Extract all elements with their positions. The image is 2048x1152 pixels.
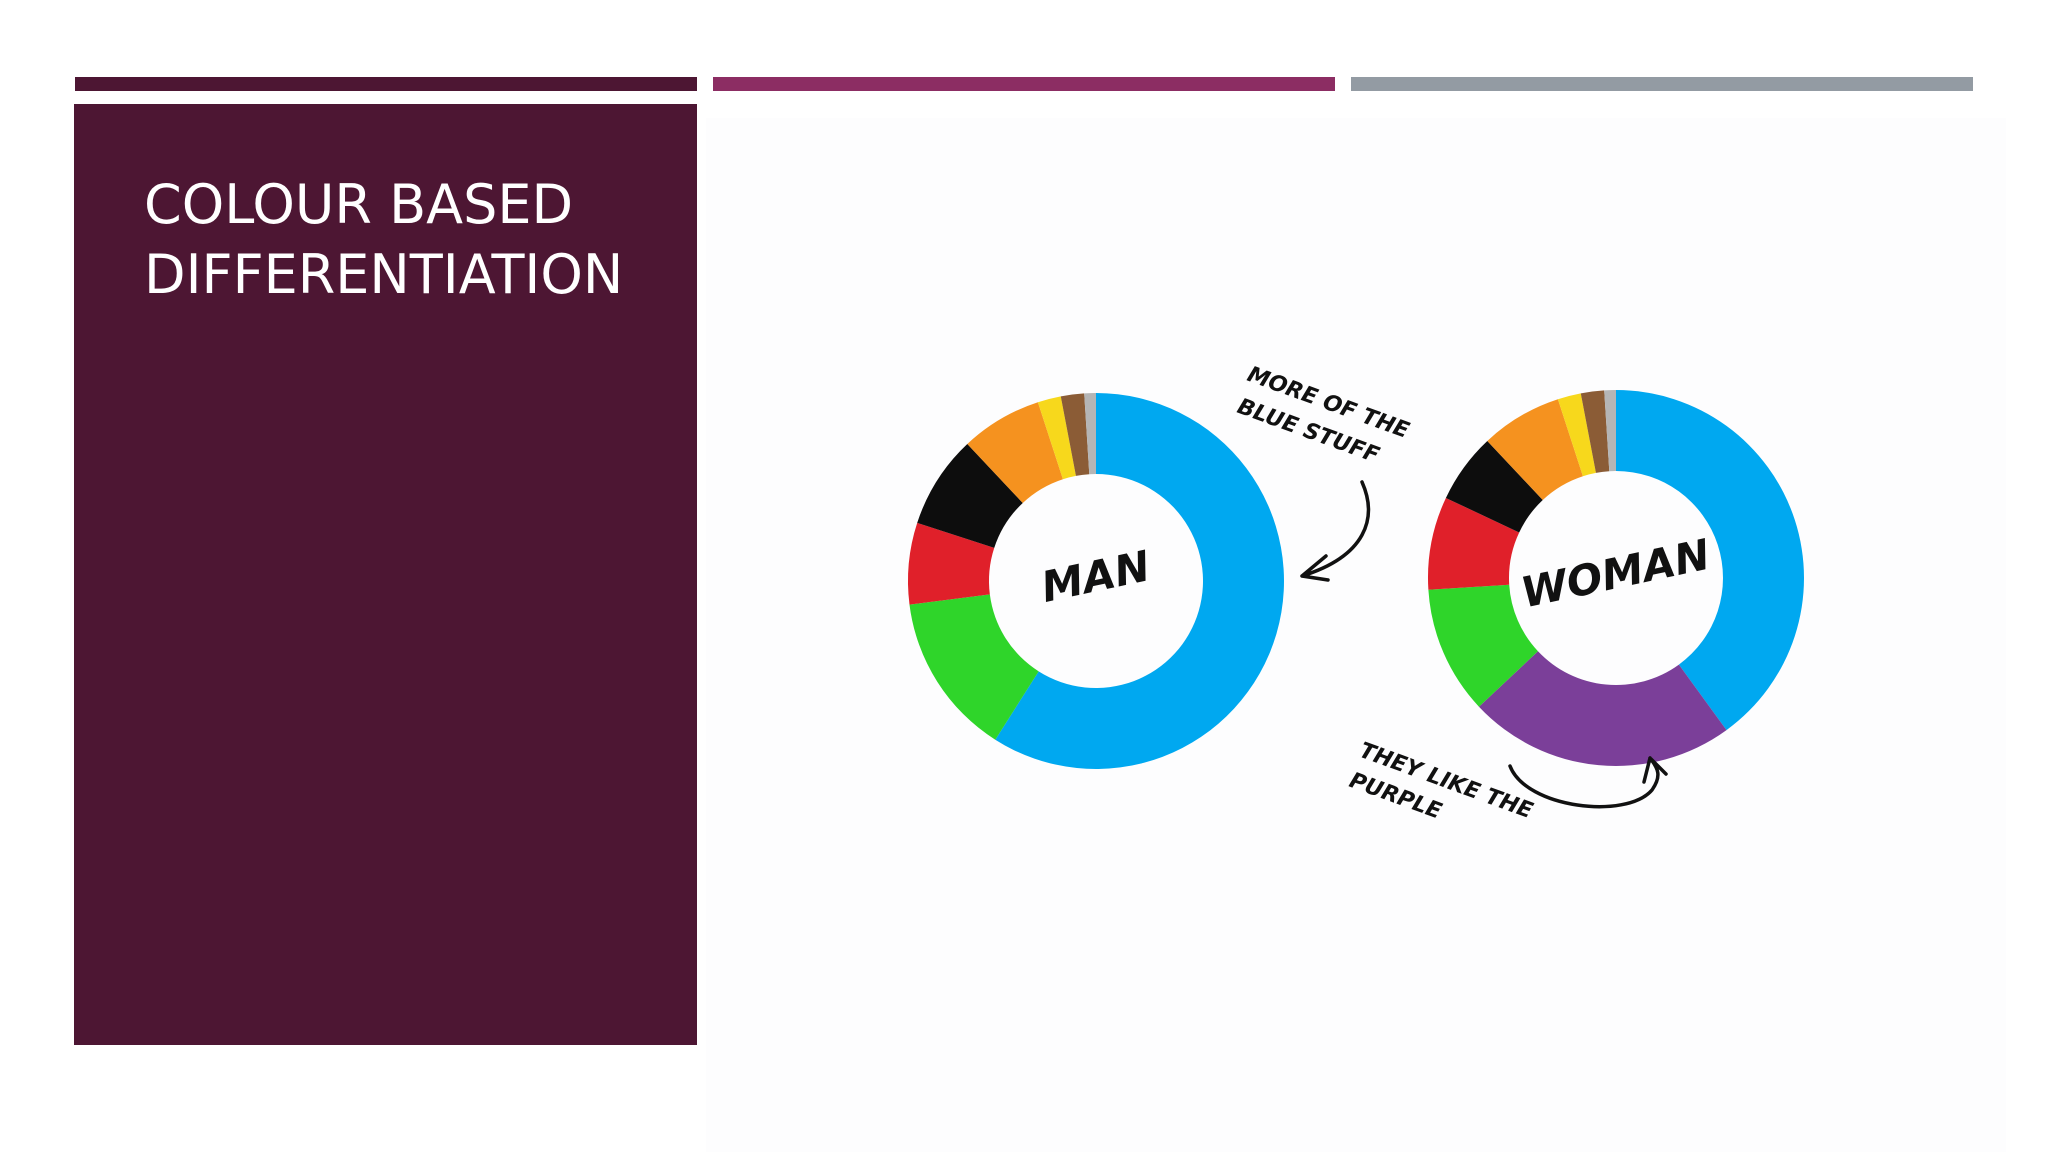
donut-chart-woman xyxy=(1428,390,1804,766)
donut-chart-man xyxy=(908,393,1284,769)
woman-donut-segment-9 xyxy=(1604,390,1616,472)
man-donut-segment-2 xyxy=(909,594,1039,740)
woman-donut-segment-5 xyxy=(1445,440,1543,533)
man-center-label: MAN xyxy=(1037,541,1154,612)
man-donut-segment-8 xyxy=(1084,393,1096,475)
donut-charts-image: MAN WOMAN MORE OF THE BLUE STUFF THEY LI… xyxy=(706,118,2006,1152)
woman-donut-segment-7 xyxy=(1557,393,1596,477)
woman-donut-segment-3 xyxy=(1428,584,1539,707)
slide-title-line-1: COLOUR BASED xyxy=(144,173,574,236)
man-donut-segment-3 xyxy=(908,522,995,605)
donut-charts-svg: MAN WOMAN MORE OF THE BLUE STUFF THEY LI… xyxy=(908,362,1804,825)
man-donut-segment-6 xyxy=(1037,396,1076,480)
woman-donut-segment-8 xyxy=(1580,390,1610,473)
woman-donut-segment-6 xyxy=(1487,399,1583,501)
accent-bar-dark xyxy=(75,77,697,91)
slide-title: COLOUR BASED DIFFERENTIATION xyxy=(144,170,664,310)
annotation-bottom-arrow xyxy=(1508,756,1668,809)
annotation-top-arrow xyxy=(1300,480,1371,582)
man-donut-segment-4 xyxy=(917,443,1023,548)
woman-donut-segment-4 xyxy=(1428,497,1520,590)
woman-center-label: WOMAN xyxy=(1517,530,1714,618)
man-donut-segment-5 xyxy=(967,402,1063,504)
woman-donut-segment-1 xyxy=(1616,390,1804,731)
woman-donut-segment-2 xyxy=(1478,651,1727,766)
man-donut-segment-1 xyxy=(995,393,1284,769)
man-donut-segment-7 xyxy=(1060,393,1090,476)
slide-title-line-2: DIFFERENTIATION xyxy=(144,243,624,306)
title-panel: COLOUR BASED DIFFERENTIATION xyxy=(74,104,697,1045)
accent-bar-magenta xyxy=(713,77,1335,91)
accent-bar-grey xyxy=(1351,77,1973,91)
